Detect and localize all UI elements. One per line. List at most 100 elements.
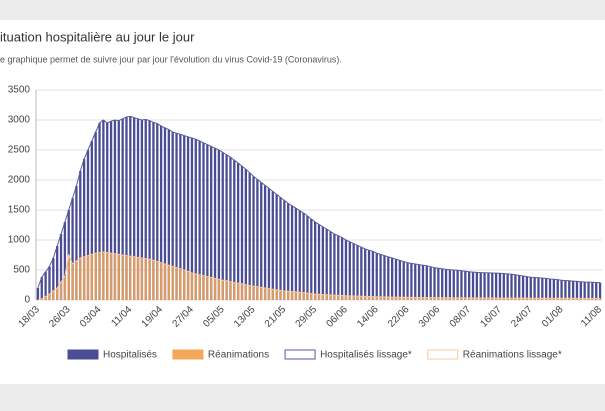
bar	[487, 272, 490, 300]
bar	[156, 123, 159, 300]
bar	[136, 118, 140, 300]
bar	[456, 297, 459, 300]
bar	[518, 298, 521, 300]
bar	[398, 260, 402, 300]
x-tick-label: 30/06	[417, 304, 443, 330]
bar	[40, 277, 43, 300]
bar	[364, 249, 367, 300]
bar	[433, 297, 436, 300]
bar	[167, 265, 170, 300]
bar	[564, 280, 567, 300]
bar	[394, 297, 398, 300]
bar	[136, 257, 140, 300]
x-tick-label: 11/08	[579, 304, 604, 329]
bar	[525, 276, 529, 300]
bar	[221, 280, 224, 300]
bar	[556, 298, 559, 300]
legend-swatch	[172, 349, 204, 360]
bar	[387, 256, 390, 300]
bar	[140, 120, 144, 300]
bar	[371, 251, 375, 300]
legend-label: Réanimations lissage*	[463, 350, 562, 361]
bar	[129, 256, 132, 300]
bar	[163, 127, 167, 300]
bar	[240, 283, 244, 300]
line	[37, 115, 601, 289]
bar	[102, 120, 105, 300]
bar	[133, 256, 136, 300]
bar	[371, 296, 375, 300]
bar	[491, 298, 494, 300]
x-tick-label: 14/06	[355, 304, 381, 330]
bar	[518, 275, 521, 300]
bar	[48, 266, 51, 300]
bar	[494, 273, 498, 300]
bar	[379, 296, 382, 300]
bar	[595, 282, 598, 300]
y-tick-label: 3000	[8, 115, 31, 126]
bar	[263, 185, 267, 300]
bar	[202, 275, 205, 300]
bar	[402, 261, 405, 300]
bar	[383, 255, 386, 300]
bar	[125, 117, 128, 300]
bar	[210, 146, 213, 300]
bar	[279, 197, 282, 300]
bar	[213, 278, 217, 300]
bar	[340, 237, 344, 300]
bar	[583, 282, 586, 300]
bar	[152, 260, 155, 300]
bar	[448, 269, 452, 300]
bar	[248, 172, 251, 300]
bar	[598, 282, 602, 300]
bar	[460, 297, 463, 300]
bar	[494, 298, 498, 300]
bar	[133, 117, 136, 300]
bar	[367, 296, 371, 300]
bar	[267, 188, 271, 300]
bar	[79, 171, 82, 300]
y-tick-label: 1500	[8, 205, 31, 216]
top-bar	[0, 0, 605, 20]
bar	[179, 134, 182, 300]
bar	[36, 288, 40, 300]
bar	[206, 276, 209, 300]
legend-swatch	[284, 349, 316, 360]
bar	[267, 288, 271, 300]
bar	[156, 261, 159, 300]
bar	[186, 271, 190, 300]
bar	[352, 243, 355, 300]
bar	[437, 268, 440, 300]
bar	[183, 270, 186, 300]
bar	[502, 273, 505, 300]
bar	[398, 297, 402, 300]
bar	[90, 141, 93, 300]
x-tick-label: 13/05	[232, 304, 258, 330]
bar	[117, 254, 120, 300]
bar	[321, 294, 325, 300]
bar	[40, 298, 43, 300]
bar	[591, 298, 594, 300]
y-tick-label: 0	[24, 295, 30, 306]
bar	[329, 294, 332, 300]
bar	[491, 273, 494, 300]
bar	[56, 246, 59, 300]
bar	[198, 274, 201, 300]
bar	[294, 208, 298, 300]
bar	[571, 298, 575, 300]
bar	[564, 298, 567, 300]
bar	[537, 298, 540, 300]
bar	[521, 276, 525, 300]
bar	[287, 291, 290, 300]
bar	[260, 287, 263, 300]
bar	[317, 294, 321, 300]
bar	[263, 288, 267, 300]
bar	[529, 277, 532, 300]
bar	[471, 297, 475, 300]
bar	[333, 234, 336, 300]
bar	[109, 253, 113, 300]
bar	[179, 268, 182, 300]
bar	[306, 293, 309, 300]
bar	[44, 271, 47, 300]
bar	[129, 116, 132, 301]
